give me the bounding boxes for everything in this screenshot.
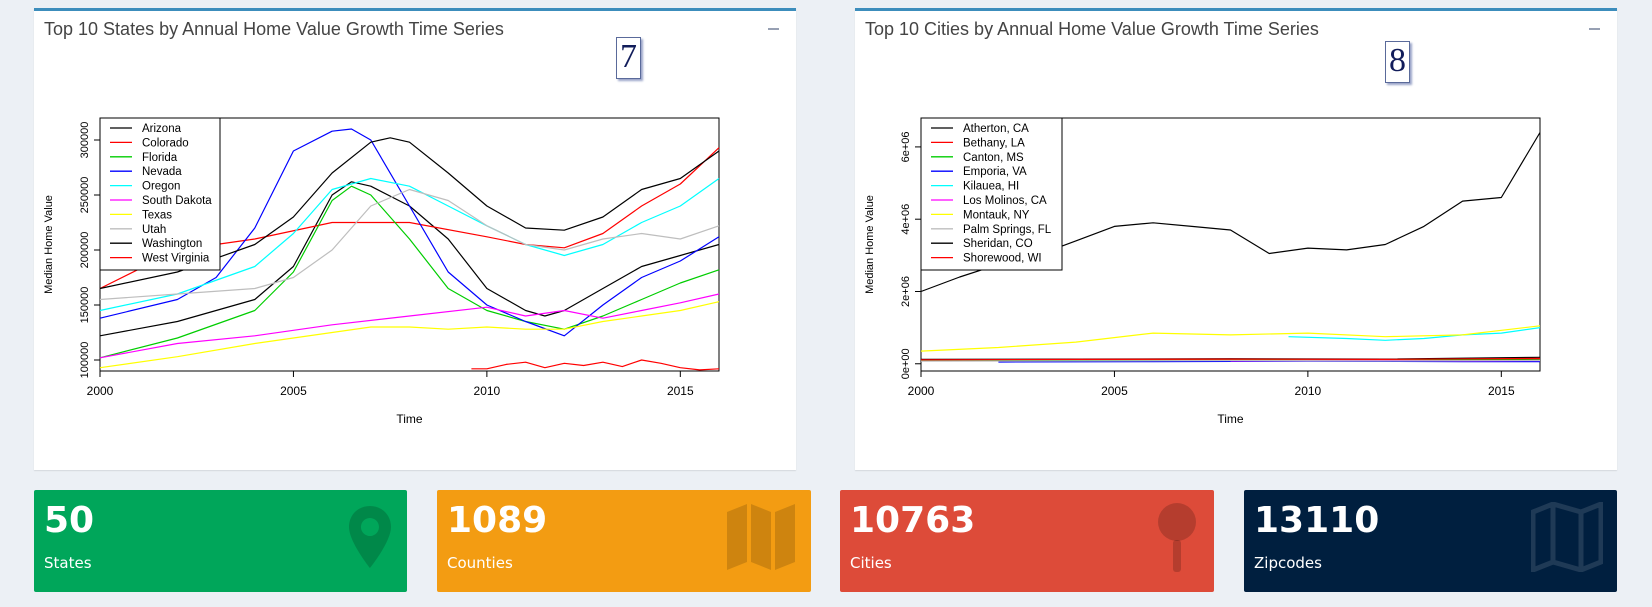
y-tick-label: 250000 [79,177,91,214]
y-tick-label: 300000 [79,122,91,159]
series-line-7 [99,188,720,301]
y-tick-label: 2e+06 [900,276,912,307]
x-tick-label: 2005 [1101,384,1128,398]
legend-label: Kilauea, HI [963,181,1019,193]
x-axis-label: Time [1217,412,1244,426]
legend-label: Arizona [142,123,182,135]
legend-label: Emporia, VA [963,166,1027,178]
chart-badge: 8 [1385,41,1410,83]
y-tick-label: 100000 [79,342,91,379]
series-line-4 [99,177,720,312]
series-line-2 [99,185,720,359]
x-tick-label: 2005 [280,384,307,398]
y-tick-label: 0e+00 [900,348,912,379]
series-line-3 [99,128,720,337]
counties-count: 1089 [447,500,548,541]
x-tick-label: 2010 [1295,384,1322,398]
collapse-icon[interactable] [768,17,782,37]
cities-count: 10763 [850,500,976,541]
y-tick-label: 4e+06 [900,204,912,235]
series-line-1 [99,147,720,290]
y-tick-label: 200000 [79,232,91,269]
collapse-icon[interactable] [1589,17,1603,37]
states-line-chart: 2000 2005 2010 2015 100000 150000 200000 250000… [43,117,720,426]
series-line-9 [920,357,1541,361]
series-line-4 [1288,327,1541,341]
legend-label: Montauk, NY [963,209,1030,221]
map-icon [727,504,795,570]
states-count: 50 [44,500,95,541]
legend-label: Colorado [142,137,189,149]
map-marker-icon [349,506,391,568]
states-label: States [44,554,92,572]
legend-label: Texas [142,209,172,221]
legend-label: Shorewood, WI [963,253,1042,265]
cities-panel-title: Top 10 Cities by Annual Home Value Growt… [865,19,1319,39]
counties-value-box: 1089 Counties [437,490,811,592]
series-line-8 [99,137,720,290]
map-outline-icon [1531,502,1603,572]
legend-label: Florida [142,152,178,164]
series-line-6 [920,325,1541,352]
legend-box [99,117,221,271]
y-axis-label: Median Home Value [43,195,55,294]
x-tick-label: 2000 [908,384,935,398]
cities-value-box: 10763 Cities [840,490,1214,592]
states-chart-panel: Top 10 States by Annual Home Value Growt… [34,8,796,470]
series-line-9 [471,359,720,371]
series-line-0 [99,181,720,337]
legend-label: Nevada [142,166,182,178]
legend-label: Atherton, CA [963,123,1029,135]
x-tick-label: 2015 [667,384,694,398]
states-panel-title: Top 10 States by Annual Home Value Growt… [44,19,504,39]
series-line-7 [920,359,1541,362]
zipcodes-count: 13110 [1254,500,1380,541]
counties-label: Counties [447,554,513,572]
x-tick-label: 2015 [1488,384,1515,398]
cities-line-chart: 2000 2005 2010 2015 0e+00 2e+06 4e+06 6e+06 Time… [864,117,1541,426]
x-tick-label: 2010 [474,384,501,398]
legend-label: Canton, MS [963,152,1024,164]
legend-label: Oregon [142,181,180,193]
x-axis-label: Time [396,412,423,426]
map-pin-icon [1158,503,1196,572]
legend-label: South Dakota [142,195,212,207]
legend-label: Washington [142,238,202,250]
zipcodes-label: Zipcodes [1254,554,1322,572]
legend-label: Utah [142,224,166,236]
series-line-5 [99,293,720,359]
legend-label: Bethany, LA [963,137,1025,149]
y-tick-label: 150000 [79,287,91,324]
y-axis-label: Median Home Value [864,195,876,294]
legend-label: Sheridan, CO [963,238,1033,250]
states-value-box: 50 States [34,490,407,592]
legend-box [920,117,1063,271]
zipcodes-value-box: 13110 Zipcodes [1244,490,1617,592]
series-line-6 [99,301,720,369]
legend-label: Los Molinos, CA [963,195,1047,207]
cities-chart-panel: Top 10 Cities by Annual Home Value Growt… [855,8,1617,470]
cities-label: Cities [850,554,892,572]
x-tick-label: 2000 [87,384,114,398]
legend-label: West Virginia [142,253,210,265]
y-tick-label: 6e+06 [900,131,912,162]
legend-label: Palm Springs, FL [963,224,1052,236]
chart-badge: 7 [616,37,641,79]
